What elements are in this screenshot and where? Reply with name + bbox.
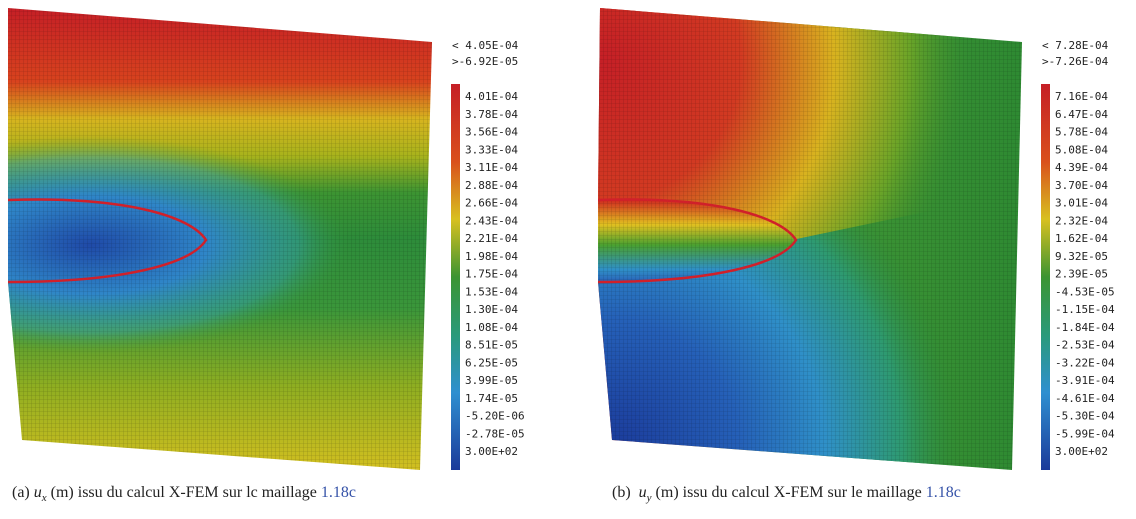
- caption: (b) uy (m) issu du calcul X-FEM sur le m…: [612, 484, 961, 504]
- caption-text: (m) issu du calcul X-FEM sur lc maillage: [50, 484, 317, 501]
- caption-text: (m) issu du calcul X-FEM sur le maillage: [655, 484, 922, 501]
- caption-ref: 1.18c: [925, 484, 961, 501]
- caption-sub: x: [41, 492, 47, 505]
- scale-label: 2.43E-04: [465, 214, 518, 227]
- scale-label: 1.62E-04: [1055, 232, 1108, 245]
- scale-label: 3.00E+02: [465, 445, 518, 458]
- scale-label: 2.66E-04: [465, 197, 518, 210]
- scale-label: -5.99E-04: [1055, 427, 1115, 440]
- scale-label: 1.74E-05: [465, 392, 518, 405]
- scale-label: 1.75E-04: [465, 268, 518, 281]
- colorbar: [1041, 84, 1050, 470]
- caption-label: (a): [12, 484, 30, 501]
- plot-ux: [8, 8, 432, 470]
- scale-label: 3.99E-05: [465, 374, 518, 387]
- scale-label: 5.78E-04: [1055, 126, 1108, 139]
- scale-label: 1.30E-04: [465, 303, 518, 316]
- scale-label: 7.16E-04: [1055, 90, 1108, 103]
- scale-label: 1.53E-04: [465, 285, 518, 298]
- scale-label: 3.01E-04: [1055, 197, 1108, 210]
- scale-label: 4.01E-04: [465, 90, 518, 103]
- scale-label: -1.84E-04: [1055, 321, 1115, 334]
- caption-label: (b): [612, 484, 631, 501]
- scale-label: -1.15E-04: [1055, 303, 1115, 316]
- scale-label: 2.32E-04: [1055, 214, 1108, 227]
- scale-label: -3.22E-04: [1055, 356, 1115, 369]
- scale-label: 3.78E-04: [465, 108, 518, 121]
- scale-label: -5.20E-06: [465, 410, 525, 423]
- scale-label: -4.53E-05: [1055, 285, 1115, 298]
- scale-label: 8.51E-05: [465, 339, 518, 352]
- plot-uy: [598, 8, 1022, 470]
- scale-label: 2.39E-05: [1055, 268, 1108, 281]
- caption-var: u: [33, 484, 42, 501]
- colorbar: [451, 84, 460, 470]
- caption-ref: 1.18c: [320, 484, 356, 501]
- scale-label: 3.70E-04: [1055, 179, 1108, 192]
- scale-label: 2.21E-04: [465, 232, 518, 245]
- scale-label: 1.98E-04: [465, 250, 518, 263]
- scale-label: -3.91E-04: [1055, 374, 1115, 387]
- figure: < 4.05E-04 >-6.92E-05 4.01E-04 3.78E-04 3.56…: [8, 8, 1115, 470]
- caption: (a) ux (m) issu du calcul X-FEM sur lc m…: [12, 484, 356, 504]
- scale-label: 2.88E-04: [465, 179, 518, 192]
- scale-label: -2.53E-04: [1055, 339, 1115, 352]
- range-label: < 7.28E-04: [1042, 39, 1109, 52]
- caption-sub: y: [646, 492, 652, 505]
- scale-label: 3.56E-04: [465, 126, 518, 139]
- scale-label: 5.08E-04: [1055, 143, 1108, 156]
- range-label: >-7.26E-04: [1042, 55, 1109, 68]
- scale-label: 6.25E-05: [465, 356, 518, 369]
- scale-label: 6.47E-04: [1055, 108, 1108, 121]
- scale-label: 3.00E+02: [1055, 445, 1108, 458]
- scale-label: -4.61E-04: [1055, 392, 1115, 405]
- range-label: < 4.05E-04: [452, 39, 519, 52]
- scale-label: -5.30E-04: [1055, 410, 1115, 423]
- scale-label: 9.32E-05: [1055, 250, 1108, 263]
- range-label: >-6.92E-05: [452, 55, 518, 68]
- scale-label: 1.08E-04: [465, 321, 518, 334]
- scale-label: -2.78E-05: [465, 427, 525, 440]
- scale-label: 3.33E-04: [465, 143, 518, 156]
- caption-var: u: [638, 484, 647, 501]
- scale-label: 3.11E-04: [465, 161, 518, 174]
- scale-label: 4.39E-04: [1055, 161, 1108, 174]
